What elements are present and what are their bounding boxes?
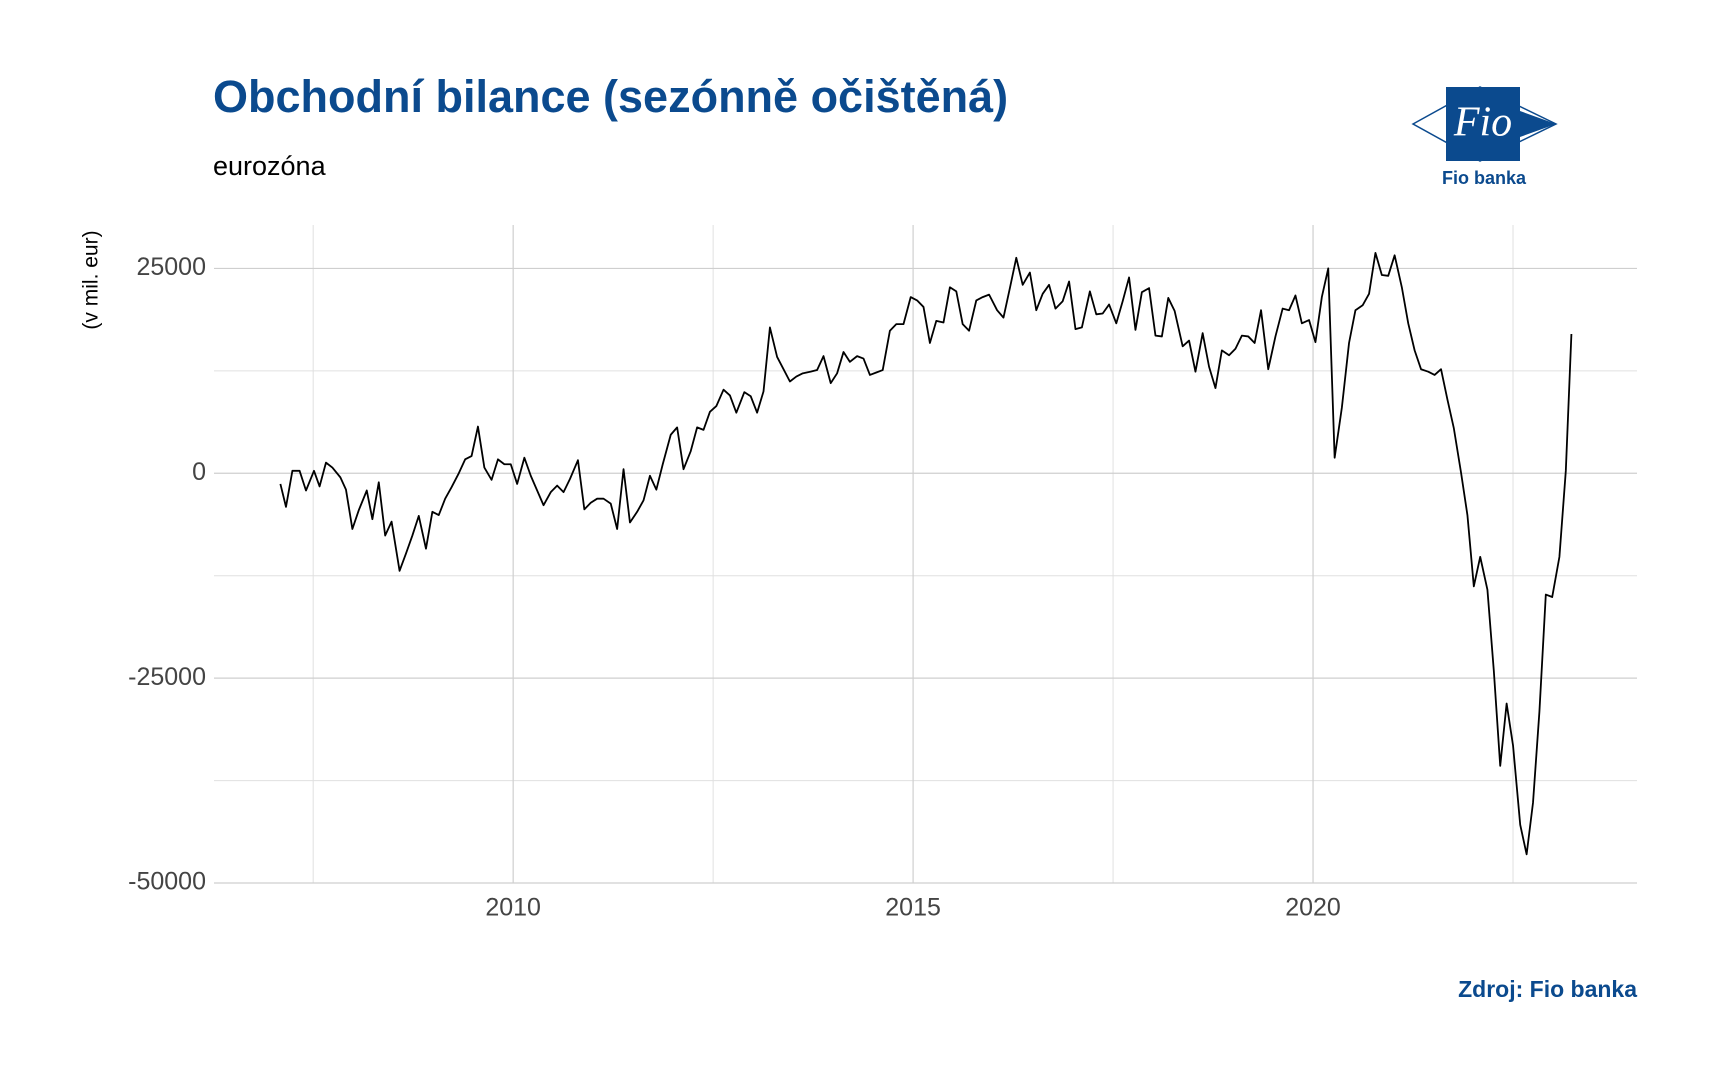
chart-title: Obchodní bilance (sezónně očištěná) — [213, 71, 1008, 122]
logo-shape — [1413, 87, 1556, 161]
y-axis-label: (v mil. eur) — [80, 230, 103, 329]
x-tick-label: 2010 — [485, 894, 541, 922]
y-tick-label: -25000 — [128, 663, 206, 691]
x-tick-label: 2020 — [1285, 894, 1341, 922]
series-line — [279, 251, 1573, 856]
logo: Fio Fio banka — [1411, 86, 1558, 188]
chart-subtitle: eurozóna — [213, 151, 327, 181]
y-tick-label: 0 — [192, 458, 206, 486]
y-tick-label: 25000 — [136, 253, 206, 281]
grid — [214, 225, 1637, 884]
logo-caption: Fio banka — [1442, 168, 1527, 188]
source: Zdroj: Fio banka — [1458, 976, 1637, 1002]
logo-text: Fio — [1453, 100, 1512, 146]
x-tick-label: 2015 — [885, 894, 941, 922]
y-tick-label: -50000 — [128, 868, 206, 896]
